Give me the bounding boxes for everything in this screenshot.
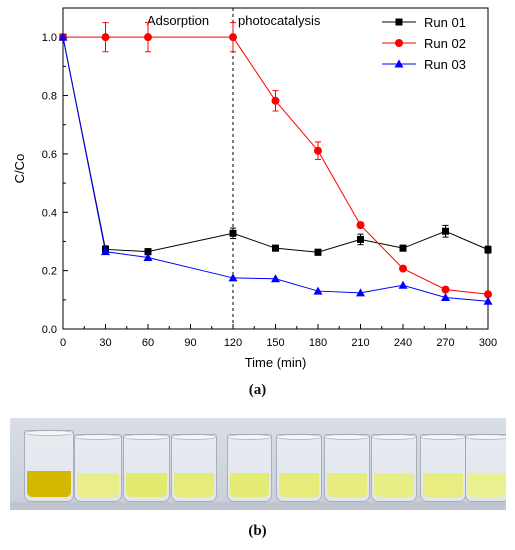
data-point <box>399 264 407 273</box>
series-line-3 <box>62 37 489 302</box>
caption-b-text: (b) <box>248 523 267 539</box>
x-tick-label: 90 <box>184 337 196 349</box>
data-point <box>398 280 408 289</box>
data-point <box>229 229 237 237</box>
annotation-photocatalysis: photocatalysis <box>238 13 321 28</box>
vial-rim <box>465 434 506 440</box>
caption-a-text: (a) <box>248 382 267 398</box>
data-point <box>314 146 322 155</box>
vial-rim <box>420 434 466 440</box>
data-point <box>271 274 280 283</box>
x-tick-label: 210 <box>351 337 369 349</box>
y-tick-label: 0.8 <box>42 91 57 103</box>
x-tick-label: 150 <box>266 337 284 349</box>
y-tick-label: 0.0 <box>42 324 57 336</box>
data-point <box>313 286 323 295</box>
data-point <box>58 32 68 41</box>
vial-rim <box>276 434 322 440</box>
vial <box>227 434 272 502</box>
vial <box>171 434 217 502</box>
vial-rim <box>171 434 217 440</box>
data-point <box>143 253 153 262</box>
vial-liquid <box>327 473 367 497</box>
vial-rim <box>123 434 170 440</box>
caption-a: (a) <box>0 382 515 399</box>
vial <box>324 434 370 502</box>
vial-liquid <box>374 473 414 497</box>
vial <box>371 434 417 502</box>
x-tick-label: 270 <box>436 337 454 349</box>
data-point <box>144 248 152 256</box>
vial-liquid <box>279 473 319 497</box>
data-point <box>314 248 322 256</box>
vial <box>74 434 122 502</box>
y-tick-label: 1.0 <box>42 32 57 44</box>
vial <box>24 430 74 502</box>
data-point <box>101 33 110 42</box>
x-tick-label: 30 <box>99 337 111 349</box>
data-point <box>356 221 365 230</box>
vial <box>420 434 466 502</box>
data-point <box>399 244 407 252</box>
vial <box>123 434 170 502</box>
y-tick-label: 0.4 <box>42 207 57 219</box>
annotation-adsorption: Adsorption <box>147 13 209 28</box>
x-tick-label: 300 <box>479 337 497 349</box>
legend-marker <box>395 18 403 26</box>
legend-label: Run 01 <box>424 15 466 30</box>
data-point <box>271 96 280 105</box>
data-point <box>228 273 238 282</box>
y-tick-label: 0.2 <box>42 266 57 278</box>
vial-liquid <box>126 473 167 497</box>
vial-liquid <box>174 473 214 497</box>
vials-photo <box>10 418 506 510</box>
vial-rim <box>74 434 122 440</box>
y-axis-label: C/Co <box>12 154 27 184</box>
y-tick-label: 0.6 <box>42 149 57 161</box>
legend-label: Run 02 <box>424 36 466 51</box>
vial-liquid <box>423 473 463 497</box>
vial-rim <box>24 430 74 436</box>
legend-label: Run 03 <box>424 57 466 72</box>
caption-b: (b) <box>0 523 515 540</box>
vial-liquid <box>230 473 269 497</box>
x-tick-label: 240 <box>394 337 412 349</box>
vial-liquid <box>468 473 506 497</box>
x-tick-label: 120 <box>224 337 242 349</box>
legend-marker <box>394 59 404 68</box>
x-tick-label: 180 <box>309 337 327 349</box>
data-point <box>356 288 365 297</box>
data-point <box>144 33 152 42</box>
vial <box>276 434 322 502</box>
vial-liquid <box>27 471 71 497</box>
data-point <box>484 246 492 254</box>
data-point <box>272 244 279 252</box>
data-point <box>442 227 449 235</box>
data-point <box>484 290 492 299</box>
chart-a: 0 30 60 90 120 150 180 210 240 270 300 0.0 0.2 0.4 0.6… <box>12 7 497 370</box>
data-point <box>101 247 110 256</box>
legend-marker <box>395 39 403 47</box>
data-point <box>441 292 450 301</box>
vial-rim <box>227 434 272 440</box>
vial-rim <box>371 434 417 440</box>
vial-liquid <box>77 473 119 497</box>
series-line-1 <box>62 37 489 253</box>
vial <box>465 434 506 502</box>
x-tick-label: 0 <box>60 337 66 349</box>
x-axis-label: Time (min) <box>245 355 307 370</box>
data-point <box>441 285 450 294</box>
data-point <box>483 296 493 305</box>
photo-shelf <box>10 502 506 510</box>
data-point <box>357 235 364 243</box>
series-line-2 <box>63 36 489 295</box>
vial-rim <box>324 434 370 440</box>
x-tick-label: 60 <box>142 337 154 349</box>
data-point <box>229 33 237 42</box>
